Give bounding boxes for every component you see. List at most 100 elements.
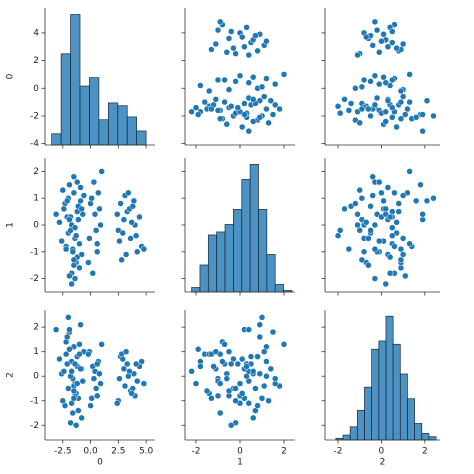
scatter-point xyxy=(232,397,239,405)
hist-bar xyxy=(421,433,430,441)
scatter-point xyxy=(417,181,424,189)
scatter-point xyxy=(391,189,398,197)
scatter-point xyxy=(347,100,355,107)
scatter-point xyxy=(252,385,259,392)
hist-bar xyxy=(371,348,380,441)
scatter-point xyxy=(210,363,217,370)
scatter-point xyxy=(380,31,387,38)
scatter-point xyxy=(96,205,103,213)
scatter-point xyxy=(89,269,97,277)
scatter-point xyxy=(393,123,400,131)
scatter-point xyxy=(241,111,248,118)
scatter-point xyxy=(341,205,348,213)
scatter-point xyxy=(66,272,73,280)
scatter-point xyxy=(234,360,242,368)
scatter-point xyxy=(399,235,407,242)
panel xyxy=(321,8,440,149)
x-tick-label: 2 xyxy=(281,447,287,457)
scatter-point xyxy=(133,377,141,385)
scatter-point xyxy=(225,35,233,42)
scatter-point xyxy=(375,49,383,56)
scatter-point xyxy=(354,211,361,218)
scatter-point xyxy=(256,321,264,328)
scatter-point xyxy=(389,104,396,111)
scatter-point xyxy=(399,40,407,48)
x-axis-label: 0 xyxy=(97,458,103,468)
scatter-point xyxy=(60,368,68,375)
hist-bar xyxy=(199,264,209,293)
scatter-point xyxy=(238,355,246,363)
y-tick-label: 0 xyxy=(33,372,39,382)
scatter-point xyxy=(389,208,396,215)
scatter-point xyxy=(384,184,392,191)
scatter-point xyxy=(194,111,202,118)
scatter-point xyxy=(382,118,390,125)
scatter-point xyxy=(249,118,257,125)
panel: -2 -1 0 1 2 xyxy=(30,158,155,296)
scatter-point xyxy=(70,256,78,264)
scatter-point xyxy=(223,49,231,56)
scatter-point xyxy=(212,348,220,355)
scatter-point xyxy=(227,422,235,429)
y-tick-label: 1 xyxy=(33,347,39,357)
scatter-point xyxy=(378,189,385,197)
hist-bar xyxy=(126,116,138,146)
scatter-point xyxy=(214,76,222,84)
scatter-point xyxy=(423,97,431,104)
scatter-point xyxy=(267,97,275,104)
scatter-point xyxy=(247,353,255,360)
scatter-point xyxy=(116,237,123,245)
scatter-point xyxy=(369,42,376,49)
scatter-point xyxy=(56,355,63,363)
panel: -2 0 2 xyxy=(181,310,295,457)
scatter-point xyxy=(232,385,239,392)
scatter-point xyxy=(67,419,74,427)
scatter-point xyxy=(365,261,372,269)
scatter-point xyxy=(406,71,413,78)
hist-bar xyxy=(385,315,394,441)
y-tick-label: 0 xyxy=(33,84,39,94)
scatter-point xyxy=(263,105,270,113)
scatter-point xyxy=(230,44,237,52)
scatter-point xyxy=(362,219,370,226)
y-tick-label: -4 xyxy=(30,139,39,149)
y-tick-label: -2 xyxy=(30,421,39,431)
hist-bar xyxy=(117,105,128,146)
scatter-point xyxy=(397,256,405,264)
scatter-point xyxy=(356,119,363,127)
scatter-point xyxy=(265,397,272,405)
scatter-point xyxy=(358,83,366,91)
hist-bar xyxy=(191,287,201,293)
scatter-point xyxy=(358,194,366,202)
scatter-point xyxy=(90,375,98,382)
hist-bar xyxy=(216,231,226,293)
scatter-point xyxy=(395,208,403,215)
scatter-point xyxy=(406,240,413,248)
scatter-point xyxy=(258,395,266,402)
y-axis-label: 2 xyxy=(6,372,16,378)
scatter-point xyxy=(75,216,82,223)
scatter-point xyxy=(221,341,228,348)
scatter-point xyxy=(386,213,394,221)
scatter-point xyxy=(92,385,100,392)
hist-bar xyxy=(207,234,218,293)
scatter-point xyxy=(70,173,78,181)
scatter-point xyxy=(227,103,235,110)
scatter-point xyxy=(267,365,275,373)
scatter-point xyxy=(96,370,103,378)
scatter-point xyxy=(356,186,363,194)
scatter-point xyxy=(419,127,426,135)
scatter-point xyxy=(73,380,81,387)
scatter-point xyxy=(389,39,396,46)
scatter-point xyxy=(354,221,361,229)
scatter-point xyxy=(223,120,231,128)
hist-bar xyxy=(274,284,284,293)
scatter-point xyxy=(201,98,209,106)
scatter-point xyxy=(70,387,78,395)
y-tick-label: -1 xyxy=(30,247,39,257)
scatter-point xyxy=(402,111,409,118)
scatter-point xyxy=(219,358,226,365)
hist-bar xyxy=(98,119,109,146)
scatter-point xyxy=(70,261,78,269)
scatter-point xyxy=(63,360,71,368)
